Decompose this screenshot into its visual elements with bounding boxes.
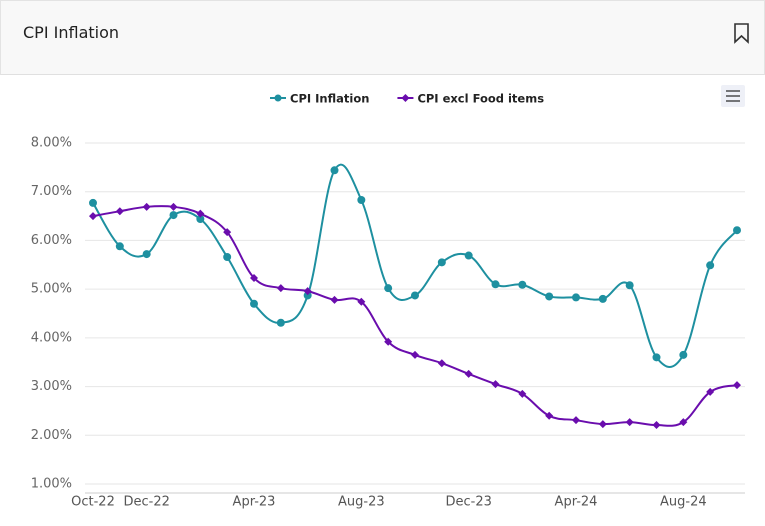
- data-point: [437, 258, 446, 267]
- data-point: [169, 211, 178, 220]
- data-point: [625, 281, 634, 290]
- x-tick-label: Dec-22: [123, 495, 169, 510]
- data-point: [411, 350, 419, 359]
- y-tick-label: 2.00%: [31, 428, 72, 443]
- data-point: [652, 353, 661, 362]
- title: CPI Inflation: [23, 23, 120, 42]
- legend-label: CPI excl Food items: [417, 92, 544, 106]
- bookmark-icon[interactable]: [733, 22, 751, 44]
- data-point: [196, 214, 205, 223]
- data-point: [706, 261, 715, 270]
- data-point: [115, 242, 124, 251]
- data-point: [545, 292, 554, 301]
- data-point: [491, 280, 500, 289]
- x-tick-label: Aug-23: [338, 495, 385, 510]
- data-point: [357, 195, 366, 204]
- data-point: [706, 387, 715, 396]
- data-point: [384, 337, 393, 346]
- data-point: [142, 202, 151, 211]
- x-tick-label: Apr-24: [555, 495, 598, 510]
- data-point: [142, 250, 151, 259]
- data-point: [491, 380, 500, 389]
- data-point: [598, 294, 607, 303]
- data-point: [330, 295, 339, 304]
- data-point: [679, 350, 688, 359]
- data-point: [411, 291, 419, 300]
- data-point: [464, 251, 473, 260]
- data-point: [679, 418, 688, 427]
- y-tick-label: 4.00%: [31, 330, 72, 345]
- legend-label: CPI Inflation: [290, 92, 369, 106]
- x-tick-label: Apr-23: [233, 495, 276, 510]
- data-point: [572, 416, 580, 425]
- menu-icon[interactable]: [721, 85, 745, 107]
- y-tick-label: 1.00%: [31, 477, 72, 492]
- data-point: [89, 212, 97, 221]
- data-point: [303, 287, 312, 296]
- x-tick-label: Oct-22: [71, 495, 115, 510]
- data-point: [518, 389, 527, 398]
- data-point: [196, 209, 205, 218]
- data-point: [276, 284, 285, 293]
- x-tick-label: Dec-23: [445, 495, 491, 510]
- data-point: [437, 359, 446, 368]
- data-point: [625, 418, 634, 427]
- y-tick-label: 3.00%: [31, 379, 72, 394]
- series-line: [92, 163, 738, 369]
- y-tick-label: 5.00%: [31, 282, 72, 297]
- series-line: [92, 205, 738, 427]
- data-point: [250, 273, 258, 282]
- data-point: [223, 228, 232, 237]
- data-point: [276, 318, 285, 327]
- data-point: [598, 420, 607, 429]
- y-tick-label: 7.00%: [31, 184, 72, 199]
- data-point: [357, 297, 366, 306]
- header: CPI Inflation: [0, 0, 765, 75]
- legend-marker: [401, 94, 410, 102]
- data-point: [464, 369, 473, 378]
- data-point: [330, 166, 339, 175]
- data-point: [89, 198, 97, 207]
- chart: 1.00% 2.00% 3.00% 4.00% 5.00% 6.00% 7.00% 8.00%…: [31, 85, 745, 510]
- x-tick-label: Aug-24: [660, 495, 707, 510]
- data-point: [303, 291, 312, 300]
- data-point: [250, 299, 258, 308]
- legend-marker: [274, 94, 282, 102]
- data-point: [733, 381, 741, 390]
- data-point: [545, 411, 554, 420]
- data-point: [518, 280, 527, 289]
- data-point: [652, 421, 661, 430]
- data-point: [572, 293, 580, 302]
- data-point: [169, 202, 178, 211]
- data-point: [115, 207, 124, 216]
- y-tick-label: 8.00%: [31, 136, 72, 151]
- data-point: [384, 284, 393, 293]
- data-point: [733, 226, 741, 235]
- y-tick-label: 6.00%: [31, 233, 72, 248]
- data-point: [223, 252, 232, 261]
